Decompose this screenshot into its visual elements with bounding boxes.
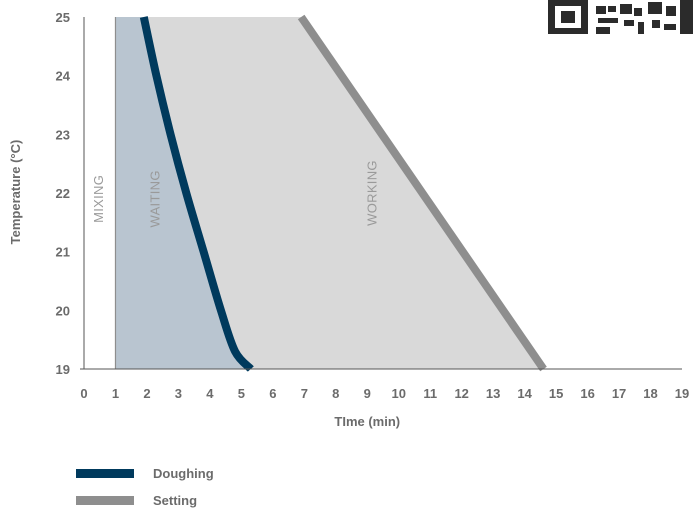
y-tick-label: 23: [56, 127, 70, 142]
x-tick-label: 18: [643, 386, 657, 401]
y-tick-label: 22: [56, 186, 70, 201]
x-tick-label: 10: [392, 386, 406, 401]
x-tick-label: 7: [301, 386, 308, 401]
legend-swatch-doughing: [76, 469, 134, 478]
x-tick-label: 13: [486, 386, 500, 401]
region-label-working: WORKING: [365, 160, 380, 226]
x-tick-label: 8: [332, 386, 339, 401]
x-tick-label: 5: [238, 386, 245, 401]
y-tick-label: 25: [56, 10, 70, 25]
y-tick-label: 19: [56, 362, 70, 377]
x-tick-label: 6: [269, 386, 276, 401]
series-line-setting: [297, 14, 547, 372]
x-tick-labels: 0 1 2 3 4 5 6 7 8 9 10 11 12 13 14 15 16 17 18 19: [80, 386, 689, 401]
x-tick-label: 2: [143, 386, 150, 401]
x-tick-label: 11: [423, 386, 437, 401]
x-tick-label: 4: [206, 386, 214, 401]
legend-item-doughing: Doughing: [76, 460, 214, 487]
x-tick-label: 14: [517, 386, 532, 401]
y-tick-label: 24: [56, 69, 71, 84]
x-tick-label: 16: [580, 386, 594, 401]
x-tick-label: 1: [112, 386, 119, 401]
legend-swatch-setting: [76, 496, 134, 505]
y-tick-label: 21: [56, 245, 70, 260]
x-tick-label: 19: [675, 386, 689, 401]
x-tick-label: 0: [80, 386, 87, 401]
x-axis-label: TIme (min): [334, 414, 400, 429]
region-labels: MIXING WAITING WORKING: [91, 160, 380, 227]
region-label-waiting: WAITING: [148, 170, 163, 227]
series-line-doughing: [139, 16, 254, 372]
region-working: [143, 17, 544, 369]
x-tick-label: 3: [175, 386, 182, 401]
y-tick-labels: 19 20 21 22 23 24 25: [56, 10, 71, 377]
x-tick-label: 12: [454, 386, 468, 401]
chart-series: [139, 14, 547, 372]
x-tick-label: 17: [612, 386, 626, 401]
legend-label-doughing: Doughing: [153, 466, 214, 481]
region-label-mixing: MIXING: [91, 175, 106, 223]
x-tick-label: 15: [549, 386, 563, 401]
legend-label-setting: Setting: [153, 493, 198, 508]
chart-axes: [80, 17, 682, 370]
y-axis-label: Temperature (°C): [8, 140, 23, 245]
x-tick-label: 9: [364, 386, 371, 401]
legend-item-setting: Setting: [76, 487, 214, 514]
qr-code-icon: [548, 0, 693, 34]
legend: Doughing Setting: [76, 460, 214, 514]
y-tick-label: 20: [56, 303, 70, 318]
chart-regions: [114, 17, 544, 369]
